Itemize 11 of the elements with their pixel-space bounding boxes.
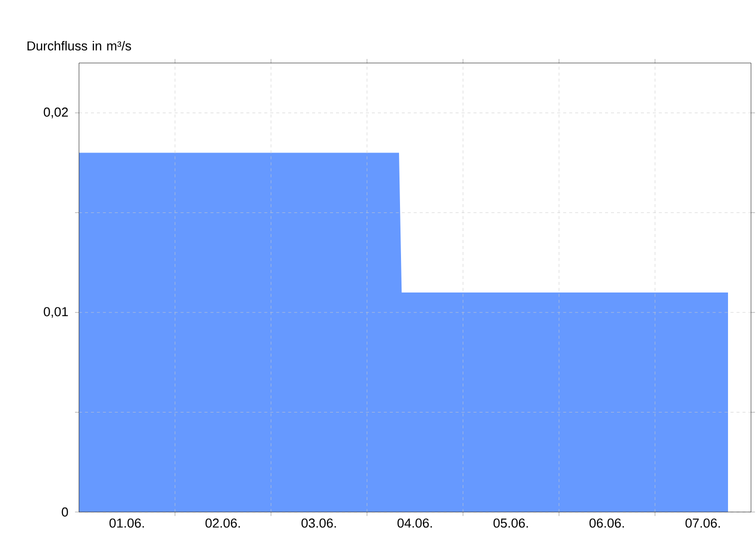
x-tick-label: 03.06. bbox=[302, 518, 336, 528]
x-tick-label: 07.06. bbox=[686, 518, 720, 528]
y-tick-label: 0,02 bbox=[44, 108, 68, 118]
x-tick-label: 06.06. bbox=[590, 518, 624, 528]
y-tick-label: 0 bbox=[62, 507, 68, 517]
x-tick-label: 04.06. bbox=[398, 518, 432, 528]
x-tick-label: 05.06. bbox=[494, 518, 528, 528]
y-tick-label: 0,01 bbox=[44, 307, 68, 318]
x-tick-label: 02.06. bbox=[206, 518, 240, 528]
y-axis-title: Durchfluss in m³/s bbox=[28, 40, 132, 50]
x-tick-label: 01.06. bbox=[109, 518, 144, 528]
